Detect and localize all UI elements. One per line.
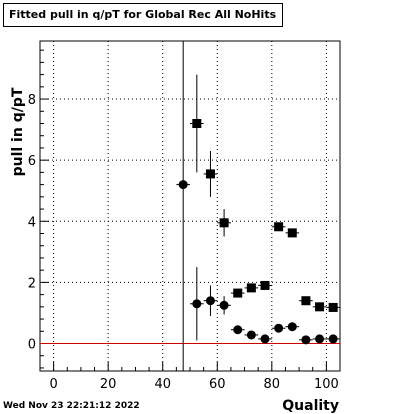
y-tick-label: 2 — [28, 276, 36, 291]
axes: 0 20 40 60 80 100 0 2 4 6 8 — [28, 49, 341, 392]
square-marker — [274, 222, 284, 232]
circle-marker — [219, 300, 229, 310]
plot-frame — [39, 40, 341, 372]
circle-marker — [328, 334, 338, 344]
square-marker — [219, 218, 229, 228]
y-tick-label: 6 — [28, 154, 36, 169]
data-markers — [176, 41, 340, 371]
square-marker — [315, 302, 325, 312]
circle-marker — [178, 180, 188, 190]
square-marker — [287, 228, 297, 238]
x-tick-label: 80 — [264, 377, 281, 392]
circle-marker — [192, 299, 202, 309]
y-axis-label: pull in q/pT — [10, 87, 26, 176]
circle-marker — [233, 325, 243, 335]
square-marker — [233, 288, 243, 298]
chart-title: Fitted pull in q/pT for Global Rec All N… — [3, 3, 283, 27]
circle-marker — [315, 334, 325, 344]
square-marker — [260, 280, 270, 290]
circle-marker — [260, 334, 270, 344]
circle-marker — [301, 335, 311, 345]
x-tick-label: 40 — [154, 377, 171, 392]
y-tick-label: 8 — [28, 93, 36, 108]
x-tick-label: 100 — [314, 377, 339, 392]
circle-marker — [287, 322, 297, 332]
x-tick-label: 0 — [49, 377, 57, 392]
x-tick-label: 20 — [100, 377, 117, 392]
square-marker — [205, 169, 215, 179]
circle-marker — [274, 323, 284, 333]
timestamp: Wed Nov 23 22:21:12 2022 — [3, 401, 140, 411]
x-tick-label: 60 — [209, 377, 226, 392]
square-marker — [192, 119, 202, 128]
circle-marker — [205, 296, 215, 306]
circle-marker — [246, 330, 256, 340]
square-marker — [328, 302, 338, 312]
square-marker — [246, 283, 256, 293]
x-axis-label: Quality — [282, 398, 339, 414]
square-marker — [301, 296, 311, 306]
y-tick-label: 4 — [28, 215, 36, 230]
y-tick-label: 0 — [28, 338, 36, 353]
